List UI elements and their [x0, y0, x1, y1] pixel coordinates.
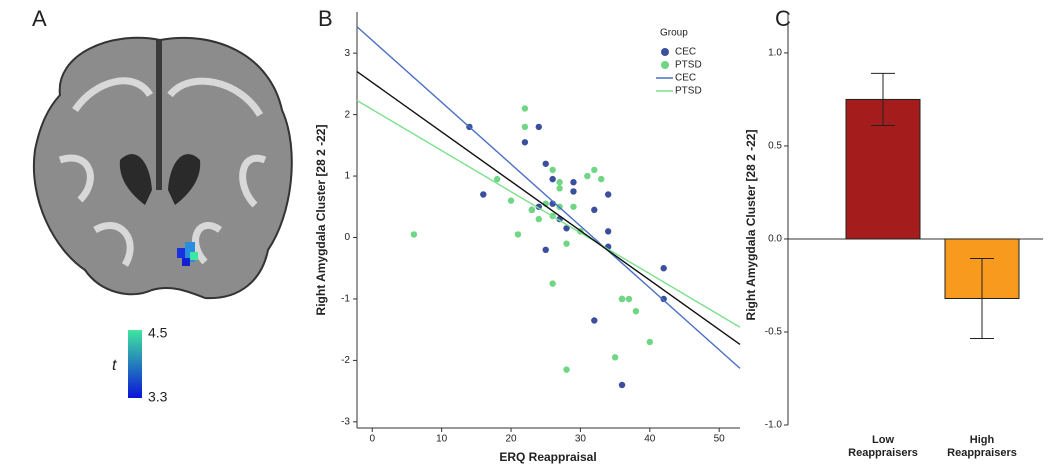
x-tick-label: 30 [575, 434, 587, 445]
colorbar-min: 3.3 [148, 389, 168, 405]
brain-image [32, 36, 293, 300]
y-tick-label: -1.0 [765, 420, 783, 431]
x-tick-label: 10 [436, 434, 448, 445]
point [410, 231, 418, 238]
x-tick-label: High Reappraisers [947, 434, 1017, 459]
panel-letter: C [775, 6, 791, 31]
legend-marker [661, 61, 669, 69]
legend-marker [661, 48, 669, 56]
point [514, 231, 522, 238]
point [598, 175, 605, 183]
panel-letter: A [32, 6, 47, 31]
point [618, 295, 626, 303]
point [521, 139, 529, 146]
x-tick-label: 50 [714, 434, 726, 445]
x-tick-label: 0 [369, 434, 375, 445]
y-tick-label: 0.5 [768, 141, 782, 152]
point [570, 179, 577, 186]
y-tick-label: -1 [341, 294, 350, 305]
x-axis-title: ERQ Reappraisal [499, 450, 596, 464]
point [542, 246, 549, 254]
point [591, 206, 598, 214]
x-tick-label: 20 [505, 434, 517, 445]
y-tick-label: -2 [341, 355, 350, 366]
point [646, 338, 654, 346]
colorbar [128, 330, 142, 398]
point [549, 175, 556, 183]
colorbar-max: 4.5 [148, 325, 168, 341]
y-tick-label: 2 [344, 109, 350, 120]
point [521, 105, 529, 112]
y-tick-label: 0.0 [768, 234, 782, 245]
point [563, 240, 570, 247]
point [528, 206, 536, 214]
y-tick-label: -0.5 [765, 327, 783, 338]
point [591, 166, 598, 174]
point [604, 228, 612, 235]
fit-line [356, 99, 741, 328]
point [556, 179, 563, 186]
point [625, 295, 633, 303]
x-tick-label: Low Reappraisers [848, 434, 918, 459]
point [535, 123, 542, 131]
point [618, 381, 626, 389]
y-axis-title: Right Amygdala Cluster [28 2 -22] [314, 125, 328, 316]
point [493, 175, 501, 183]
legend-label: PTSD [675, 86, 702, 97]
point [542, 160, 549, 167]
legend-label: CEC [675, 47, 696, 58]
fit-line [356, 26, 741, 369]
panel-letter: B [318, 6, 333, 31]
point [507, 197, 515, 204]
y-axis-title: Right Amygdala Cluster [28 2 -22] [744, 130, 758, 321]
y-tick-label: 0 [344, 232, 350, 243]
legend-title: Group [660, 28, 688, 39]
fit-line [356, 71, 741, 346]
y-tick-label: 1 [344, 171, 350, 182]
y-tick-label: -3 [341, 416, 350, 427]
colorbar-label: t [112, 357, 117, 374]
point [570, 203, 577, 210]
point [535, 215, 542, 223]
y-tick-label: 1.0 [768, 48, 782, 59]
point [549, 280, 556, 287]
point [611, 354, 619, 361]
x-tick-label: 40 [644, 434, 656, 445]
point [563, 225, 570, 232]
point [591, 317, 598, 324]
legend-label: CEC [675, 73, 696, 84]
y-tick-label: 3 [344, 48, 350, 59]
point [480, 191, 487, 198]
point [570, 188, 577, 195]
point [660, 295, 667, 303]
point [556, 185, 563, 192]
point [584, 172, 591, 180]
point [660, 265, 667, 272]
point [549, 166, 556, 174]
point [563, 366, 570, 373]
point [521, 123, 529, 131]
point [604, 191, 612, 198]
point [632, 308, 640, 315]
legend-label: PTSD [675, 60, 702, 71]
